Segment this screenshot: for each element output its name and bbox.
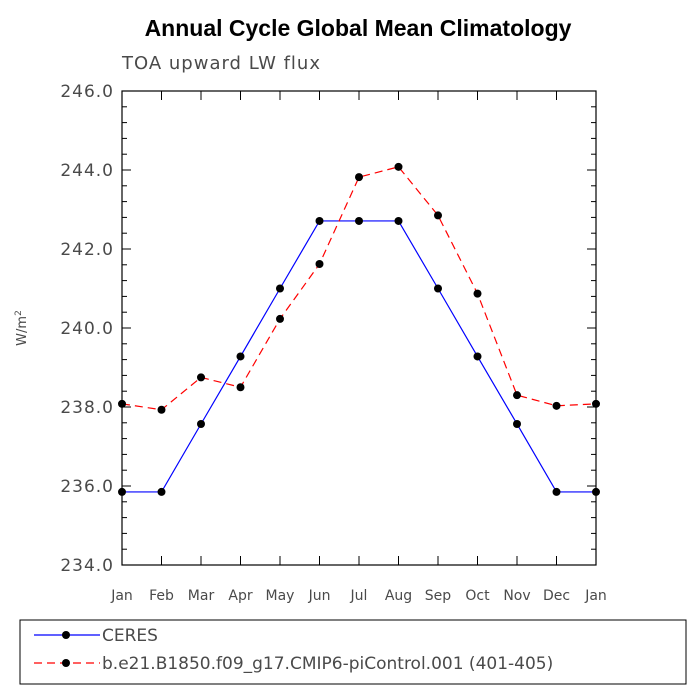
series-1-point [355,173,363,182]
y-tick-label: 244.0 [60,161,114,181]
x-tick-labels: Jan Feb Mar Apr May Jun Jul Aug Sep Oct Nov Dec Jan [110,588,607,604]
series-0-point [552,487,561,496]
x-tick-label: Dec [543,588,570,604]
series-1-point [434,211,442,220]
series-line-0 [122,220,596,493]
series-1-point [513,391,521,400]
series-1-point [197,373,205,382]
legend: CERES b.e21.B1850.f09_g17.CMIP6-piContro… [19,619,687,685]
x-tick-label: Sep [425,588,452,604]
y-axis-label: W/m2 [14,310,30,346]
x-tick-label: Jul [350,588,368,604]
series-0-point [276,284,284,293]
x-tick-label: May [266,588,295,604]
series-0-point [236,352,245,361]
x-tick-label: Oct [465,588,490,604]
chart-subtitle: TOA upward LW flux [121,53,321,74]
legend-box [19,619,687,685]
series-1-point [552,401,561,410]
axes-ticks [121,90,597,566]
x-tick-label: Apr [228,588,252,604]
y-axis-label-text: W/m [15,316,30,346]
series-1-point [473,289,482,298]
series-line-1 [121,166,597,411]
plot-frame [121,90,597,566]
series-1-point [315,260,324,269]
legend-marker-ceres [62,631,70,639]
series-0-point [157,487,166,496]
x-tick-label: Mar [188,588,215,604]
series-0-point [473,352,482,361]
series-0-point [394,216,403,225]
y-axis-label-superscript: 2 [14,310,24,316]
legend-label-ceres: CERES [102,626,158,646]
series-0-point [197,419,205,428]
y-tick-labels: 234.0 236.0 238.0 240.0 242.0 244.0 246.0 [60,82,114,576]
y-tick-label: 246.0 [60,82,114,102]
x-tick-label: Nov [503,588,530,604]
legend-marker-model [62,659,70,667]
x-tick-label: Jan [584,588,607,604]
series-0-point [315,216,324,225]
legend-label-model: b.e21.B1850.f09_g17.CMIP6-piControl.001 … [102,654,553,674]
series-0-point [513,419,521,428]
x-tick-label: Aug [385,588,412,604]
series-1-point [157,405,166,414]
x-tick-label: Jan [110,588,133,604]
series-1-point [236,383,245,392]
y-tick-label: 242.0 [60,240,114,260]
series-0-point [355,216,363,225]
y-tick-label: 234.0 [60,556,114,576]
series-1-point [276,314,284,323]
y-tick-label: 240.0 [60,319,114,339]
x-tick-label: Jun [308,588,331,604]
series-0-point [434,284,442,293]
x-tick-label: Feb [149,588,174,604]
chart-title: Annual Cycle Global Mean Climatology [145,15,572,41]
series-1-point [394,162,403,171]
y-tick-label: 238.0 [60,398,114,418]
y-tick-label: 236.0 [60,477,114,497]
series-layer [118,162,600,496]
